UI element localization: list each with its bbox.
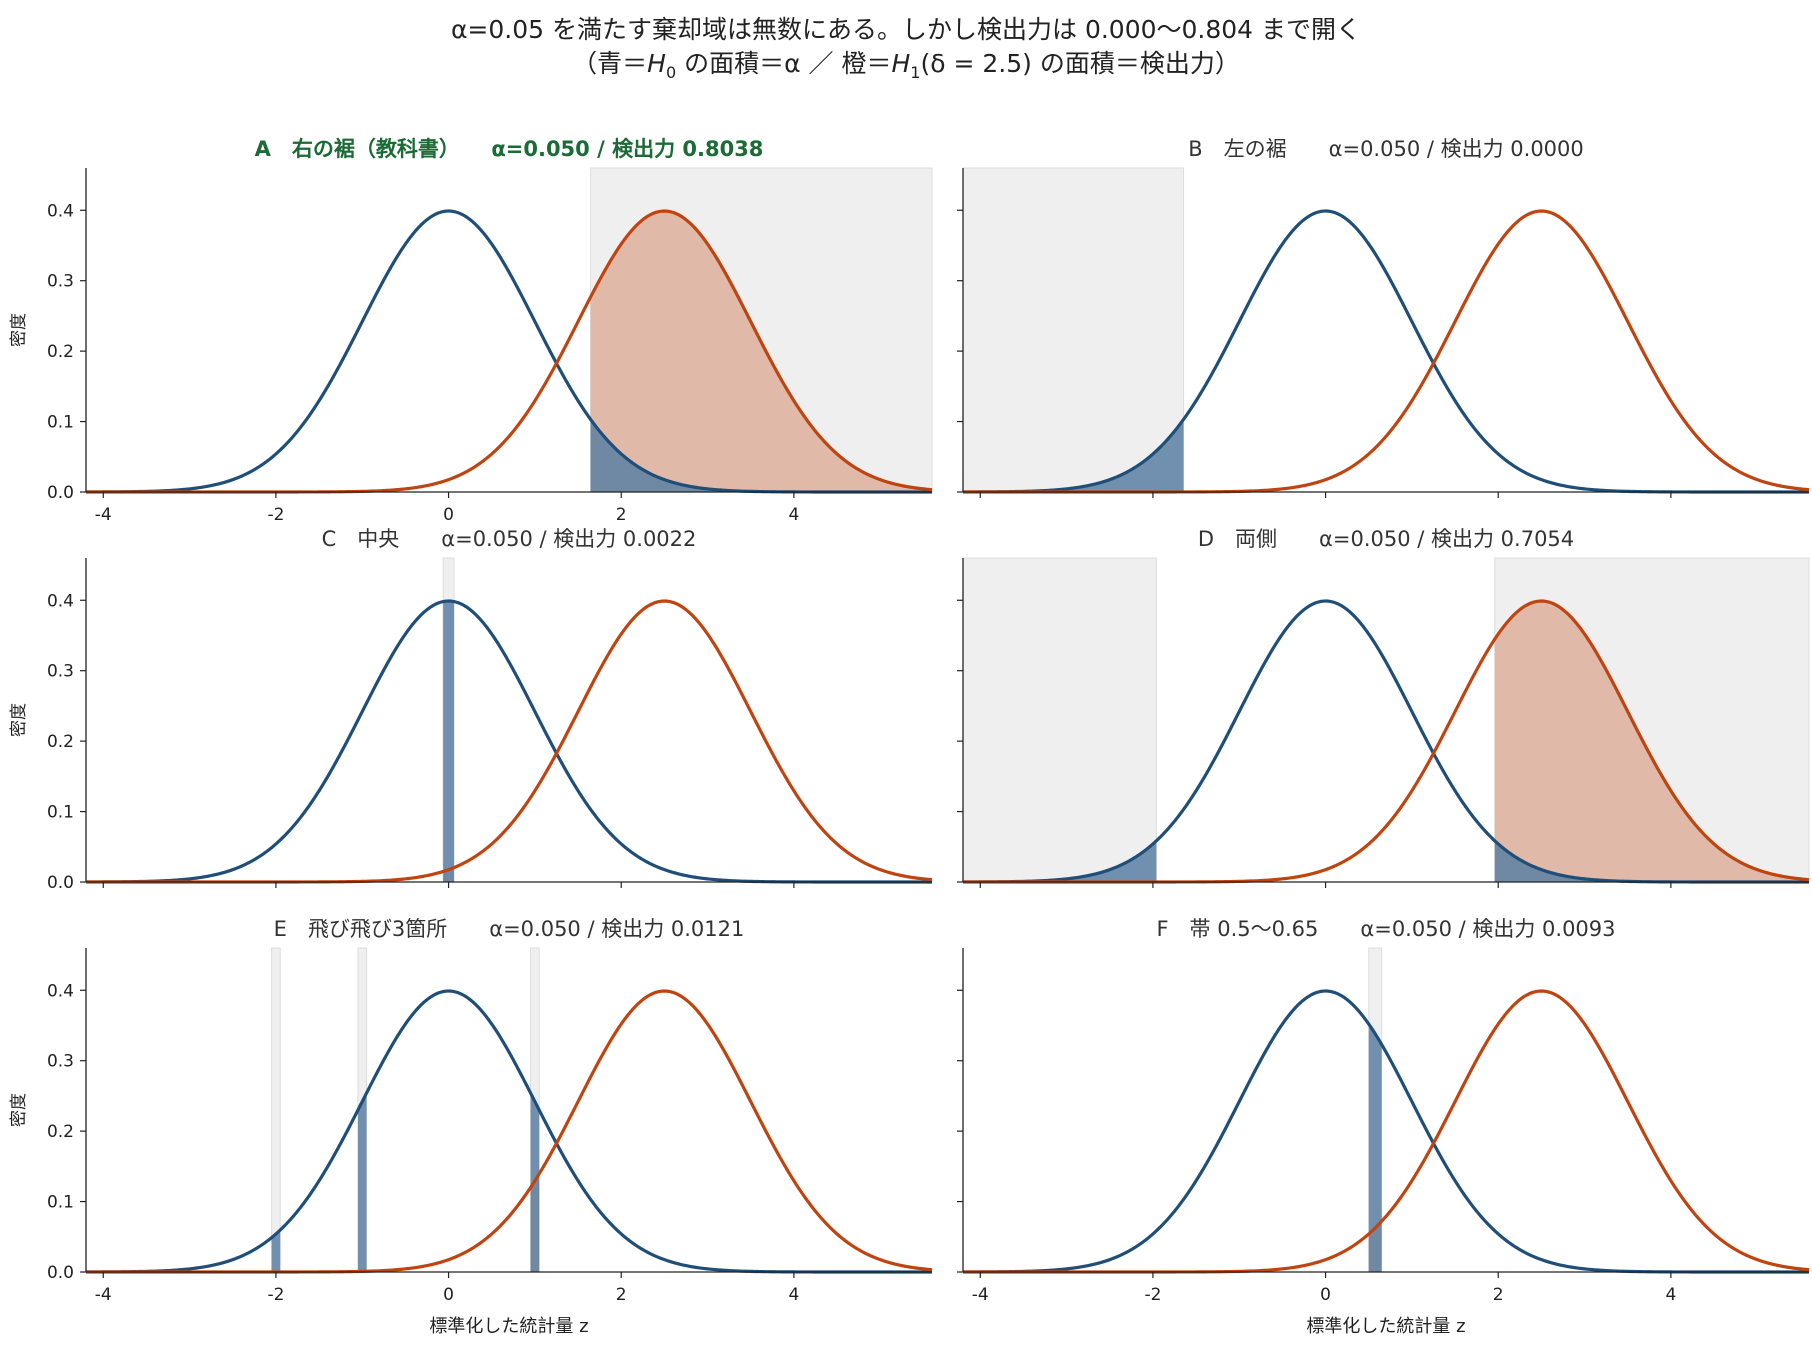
x-tick-label: 2: [616, 1285, 627, 1305]
x-tick-label: 4: [1665, 1285, 1676, 1305]
x-tick-label: -4: [95, 1285, 112, 1305]
power-area: [1494, 601, 1809, 882]
x-tick-label: -2: [1144, 1285, 1161, 1305]
title-h0: H: [647, 49, 666, 78]
panel-title: D 両側 α=0.050 / 検出力 0.7054: [1198, 527, 1574, 551]
panel-B: B 左の裾 α=0.050 / 検出力 0.0000: [957, 137, 1810, 498]
figure-title-line-2: （青＝H0 の面積＝α ／ 橙＝H1(δ = 2.5) の面積＝検出力）: [0, 44, 1812, 82]
y-tick-label: 0.0: [47, 1263, 74, 1283]
h1-curve: [86, 599, 933, 884]
h0-curve: [962, 989, 1809, 1274]
y-tick-label: 0.4: [47, 591, 74, 611]
y-tick-label: 0.1: [47, 413, 74, 433]
x-tick-label: 0: [443, 1285, 454, 1305]
h1-curve: [86, 989, 933, 1274]
x-tick-label: -2: [267, 505, 284, 525]
x-tick-label: -4: [95, 505, 112, 525]
y-tick-label: 0.1: [47, 803, 74, 823]
h0-curve: [85, 989, 932, 1274]
panel-A: 0.0 0.1 0.2 0.3 0.4 -4 -2 0 2 4 A 右の裾（教科書） α=0.050…: [9, 137, 933, 525]
panel-title: A 右の裾（教科書） α=0.050 / 検出力 0.8038: [255, 137, 764, 161]
x-tick-label: 2: [616, 505, 627, 525]
title-h1: H: [891, 49, 911, 78]
x-tick-label: 4: [788, 1285, 799, 1305]
alpha-area: [357, 1093, 367, 1272]
rejection-region-bg: [271, 947, 281, 1273]
panel-C: 0.0 0.1 0.2 0.3 0.4 C 中央 α=0.050 / 検出力 0.0022…: [9, 527, 933, 893]
rejection-region-bg: [962, 557, 1157, 883]
y-tick-label: 0.1: [47, 1193, 74, 1213]
panel-title: E 飛び飛び3箇所 α=0.050 / 検出力 0.0121: [274, 917, 745, 941]
h1-curve: [963, 989, 1810, 1274]
panel-title: F 帯 0.5〜0.65 α=0.050 / 検出力 0.0093: [1156, 917, 1615, 941]
y-tick-label: 0.4: [47, 981, 74, 1001]
alpha-area: [271, 1230, 281, 1272]
figure-title-line-1: α=0.05 を満たす棄却域は無数にある。しかし検出力は 0.000〜0.804…: [450, 15, 1362, 44]
y-tick-label: 0.3: [47, 272, 74, 292]
x-tick-label: 0: [1320, 1285, 1331, 1305]
x-tick-label: 2: [1493, 1285, 1504, 1305]
x-tick-label: 0: [443, 505, 454, 525]
alpha-area: [963, 419, 1184, 492]
y-tick-label: 0.3: [47, 662, 74, 682]
panel-E: 0.0 0.1 0.2 0.3 0.4 -4 -2 0 2 4 E 飛び飛び3箇所 α=0.050 …: [9, 917, 933, 1337]
power-area: [590, 211, 932, 493]
x-axis-label: 標準化した統計量 z: [429, 1316, 588, 1337]
x-tick-label: -2: [267, 1285, 284, 1305]
alpha-area: [1368, 1024, 1382, 1272]
y-tick-label: 0.0: [47, 483, 74, 503]
y-tick-label: 0.2: [47, 342, 74, 362]
y-tick-label: 0.2: [47, 1122, 74, 1142]
title-h1-sub: 1: [910, 63, 921, 82]
y-tick-label: 0.4: [47, 201, 74, 221]
alpha-area: [1494, 840, 1809, 882]
title-h0-sub: 0: [665, 63, 677, 82]
y-tick-label: 0.0: [47, 873, 74, 893]
title-open: （青＝: [572, 49, 648, 78]
title-mid2: の面積＝検出力）: [1031, 49, 1240, 78]
alpha-area: [443, 601, 455, 882]
title-mid1: の面積＝α ／ 橙＝: [676, 49, 892, 78]
panel-F: -4 -2 0 2 4 F 帯 0.5〜0.65 α=0.050 / 検出力 0.0093…: [957, 917, 1810, 1337]
h0-curve: [85, 599, 932, 884]
alpha-area: [590, 419, 932, 492]
x-tick-label: 4: [788, 505, 799, 525]
x-axis-label: 標準化した統計量 z: [1306, 1316, 1465, 1337]
rejection-region-bg: [962, 167, 1185, 493]
panel-title: B 左の裾 α=0.050 / 検出力 0.0000: [1188, 137, 1584, 161]
panel-D: D 両側 α=0.050 / 検出力 0.7054: [957, 527, 1810, 888]
y-axis-label: 密度: [9, 703, 29, 737]
panel-title: C 中央 α=0.050 / 検出力 0.0022: [322, 527, 697, 551]
y-axis-label: 密度: [9, 313, 29, 347]
y-tick-label: 0.3: [47, 1052, 74, 1072]
title-delta: (δ = 2.5): [920, 49, 1032, 78]
x-tick-label: -4: [972, 1285, 989, 1305]
y-axis-label: 密度: [9, 1093, 29, 1127]
y-tick-label: 0.2: [47, 732, 74, 752]
